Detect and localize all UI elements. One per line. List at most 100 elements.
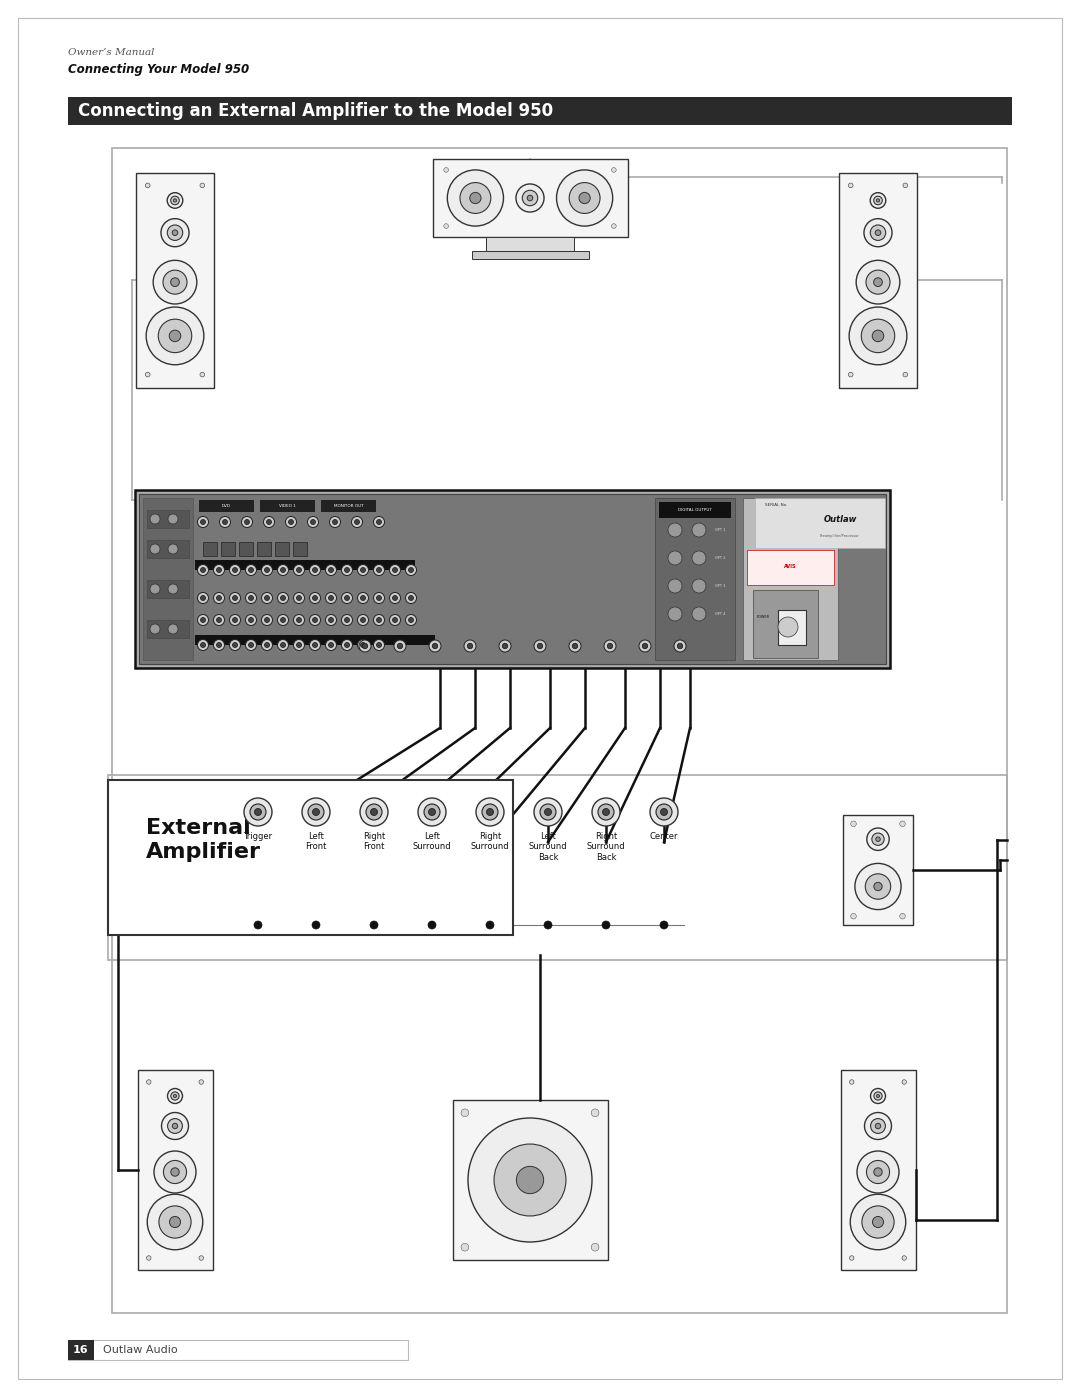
Circle shape: [692, 550, 706, 564]
Circle shape: [650, 798, 678, 826]
Circle shape: [540, 805, 556, 820]
Bar: [147, 580, 189, 598]
Bar: [135, 490, 890, 668]
Circle shape: [222, 520, 228, 524]
Circle shape: [170, 1217, 180, 1228]
Circle shape: [229, 564, 241, 576]
Circle shape: [516, 1166, 543, 1193]
Bar: [68, 96, 1012, 124]
Circle shape: [328, 643, 334, 647]
Circle shape: [345, 617, 350, 623]
Circle shape: [392, 567, 397, 573]
Circle shape: [261, 640, 272, 651]
Circle shape: [333, 520, 337, 524]
Circle shape: [643, 643, 648, 648]
Bar: [195, 560, 415, 570]
Circle shape: [778, 617, 798, 637]
Bar: [260, 500, 315, 511]
Circle shape: [150, 584, 160, 594]
Circle shape: [572, 643, 578, 648]
Circle shape: [849, 307, 907, 365]
Circle shape: [297, 595, 301, 601]
Circle shape: [325, 615, 337, 626]
Circle shape: [357, 592, 368, 604]
Circle shape: [538, 643, 543, 648]
Circle shape: [261, 592, 272, 604]
Circle shape: [310, 640, 321, 651]
Bar: [139, 495, 886, 664]
Circle shape: [361, 595, 365, 601]
Text: Connecting an External Amplifier to the Model 950: Connecting an External Amplifier to the …: [78, 102, 553, 120]
Text: External
Amplifier: External Amplifier: [146, 817, 260, 862]
Circle shape: [523, 190, 538, 205]
Circle shape: [482, 805, 498, 820]
Circle shape: [870, 1088, 886, 1104]
Circle shape: [602, 921, 610, 929]
Circle shape: [692, 522, 706, 536]
Bar: [221, 542, 235, 556]
Circle shape: [229, 592, 241, 604]
Circle shape: [669, 522, 681, 536]
Circle shape: [494, 1144, 566, 1215]
Circle shape: [281, 567, 285, 573]
Bar: [147, 541, 189, 557]
Text: DIGITAL OUTPUT: DIGITAL OUTPUT: [678, 509, 712, 511]
Circle shape: [362, 643, 367, 648]
Circle shape: [146, 307, 204, 365]
Circle shape: [244, 520, 249, 524]
Circle shape: [392, 595, 397, 601]
Circle shape: [308, 805, 324, 820]
Text: OPT 2: OPT 2: [715, 556, 726, 560]
Circle shape: [255, 809, 261, 816]
Bar: [453, 1099, 607, 1260]
Circle shape: [359, 640, 372, 652]
Circle shape: [851, 821, 856, 827]
Text: SERIAL No.: SERIAL No.: [765, 503, 787, 507]
Circle shape: [874, 196, 882, 205]
Circle shape: [392, 617, 397, 623]
Circle shape: [374, 615, 384, 626]
Circle shape: [168, 514, 178, 524]
Circle shape: [850, 1080, 854, 1084]
Circle shape: [429, 640, 441, 652]
Circle shape: [876, 837, 880, 841]
Circle shape: [903, 372, 907, 377]
Circle shape: [294, 592, 305, 604]
Circle shape: [361, 643, 365, 647]
Circle shape: [173, 1123, 178, 1129]
Circle shape: [146, 183, 150, 187]
Circle shape: [310, 615, 321, 626]
Circle shape: [390, 592, 401, 604]
Circle shape: [294, 640, 305, 651]
Circle shape: [341, 615, 352, 626]
Circle shape: [464, 640, 476, 652]
Circle shape: [278, 592, 288, 604]
Circle shape: [248, 617, 254, 623]
Circle shape: [167, 193, 183, 208]
Circle shape: [312, 595, 318, 601]
Circle shape: [249, 805, 266, 820]
Circle shape: [864, 1112, 891, 1140]
Circle shape: [377, 617, 381, 623]
Circle shape: [874, 278, 882, 286]
Circle shape: [669, 578, 681, 592]
Circle shape: [232, 595, 238, 601]
Text: VIDEO 1: VIDEO 1: [279, 504, 296, 509]
Bar: [68, 1340, 408, 1361]
Circle shape: [677, 643, 683, 648]
Circle shape: [855, 863, 901, 909]
Circle shape: [357, 640, 368, 651]
Circle shape: [870, 1119, 886, 1133]
Circle shape: [569, 640, 581, 652]
Circle shape: [168, 584, 178, 594]
Circle shape: [294, 564, 305, 576]
Circle shape: [161, 219, 189, 247]
Circle shape: [232, 617, 238, 623]
Text: Right
Surround: Right Surround: [471, 833, 510, 851]
Circle shape: [201, 617, 205, 623]
Circle shape: [357, 615, 368, 626]
Circle shape: [199, 1256, 203, 1260]
Circle shape: [476, 798, 504, 826]
Circle shape: [159, 1206, 191, 1238]
Circle shape: [278, 615, 288, 626]
